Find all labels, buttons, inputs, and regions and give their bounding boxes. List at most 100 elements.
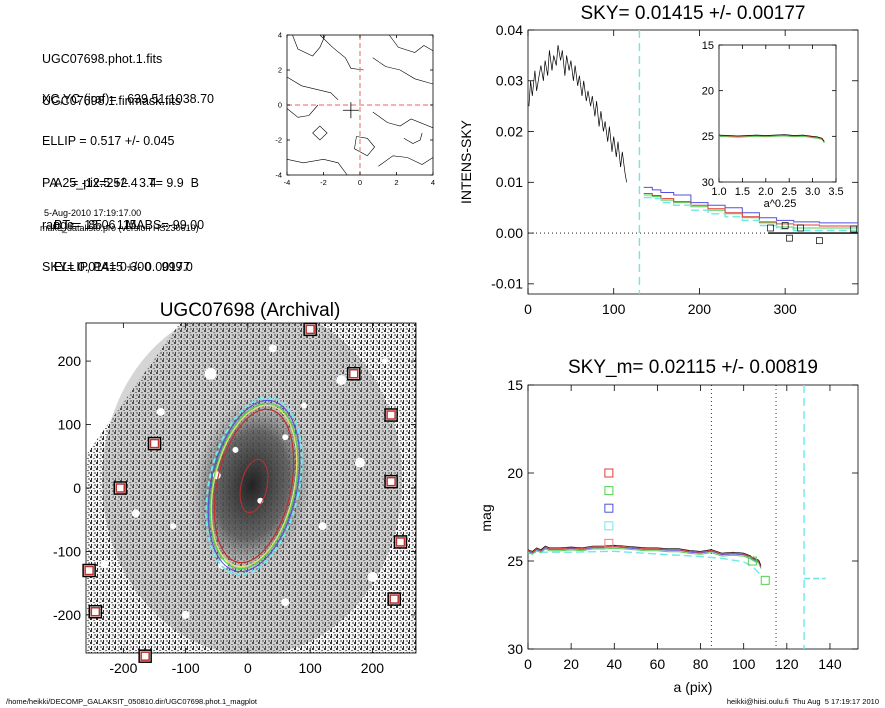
inset-xlabel: a^0.25 [764,198,797,210]
x-tick-label: 20 [563,656,579,672]
y-tick-label: 100 [58,416,82,432]
y-tick-label: -200 [53,607,81,623]
x-tick-label: 100 [732,656,756,672]
outer-profile-red [643,193,858,227]
footer-host: heikki@hiisi.oulu.fi Thu Aug 5 17:19:17 … [726,697,879,706]
results-block: A25_pix=252.4 T= 9.9 B BT= 13.06 MABS=-9… [54,148,204,288]
params-block: XC,YC (iraf)= 639.51,1038.70 ELLIP = 0.5… [42,64,214,288]
x-tick-label: 3.0 [805,186,820,198]
star-blob [100,560,109,569]
mask-square-inner [348,369,359,379]
sky-frame [527,29,859,295]
sky-square-marker [786,234,793,242]
mag-xlabel: a (pix) [674,679,713,695]
y-tick-label: 15 [507,377,523,393]
mask-square [346,367,361,381]
y-tick-label: 0 [278,101,282,110]
param-range: range= 85.- 115. [42,218,141,232]
y-tick-label: 200 [58,353,82,369]
contour-lines [286,34,434,176]
sky-profile-panel: SKY= 0.01415 +/- 0.00177 INTENS-SKY 0 100… [458,3,859,317]
mask-square-inner [395,537,406,547]
mask-square [393,535,408,549]
mask-square [82,563,96,578]
x-tick-label: 4 [431,178,435,187]
mag-ylabel: mag [478,504,494,531]
galaxy-image-panel: UGC07698 (Archival) -200 -100 0 100 200-200-… [53,300,417,676]
x-tick-label: 0 [358,178,362,187]
y-tick-label: 4 [278,31,282,40]
inset-frame [718,44,837,183]
image-axes: -200 -100 0 100 200 -200 -100 0 100 200 [53,323,416,676]
star-blob [367,571,378,582]
x-tick-label: 3.5 [828,186,843,198]
star-blob [381,358,388,365]
sky-square-marker [767,224,774,232]
y-tick-label: -4 [275,171,282,180]
sky-axes: 0 100 200 300 -0.01 0.00 0.01 0.02 0.03 0.04 [491,22,858,317]
inset-series [718,134,825,143]
contour-line [388,34,434,53]
inset-red-line [718,134,825,143]
x-tick-label: -200 [109,660,137,676]
image-blank-corner [86,323,180,455]
mask-square [147,436,162,451]
sky-title: SKY= 0.01415 +/- 0.00177 [580,3,805,24]
star-blob [181,610,190,619]
star-blob [281,598,290,607]
legend-square-cyan [604,521,614,531]
star-blob [170,523,177,530]
inset-black-line [718,134,825,142]
y-tick-label: 15 [702,40,714,52]
sky-square-marker [816,237,823,245]
mask-square-inner [386,476,396,487]
contour-line [354,136,375,157]
x-tick-label: 2 [394,178,398,187]
ellipse-green [209,402,299,570]
star-blob [268,344,277,353]
y-tick-label: 30 [507,641,523,657]
mask-square [387,592,401,606]
mask-square-inner [140,651,150,661]
star-blob [118,356,129,367]
y-tick-label: 0.00 [496,225,523,241]
contour-axes: -4 -2 0 2 4 -4 -2 0 2 4 [275,31,435,187]
inset-green-line [718,135,825,143]
x-tick-label: 40 [606,656,622,672]
contour-line [286,158,348,176]
y-tick-label: 25 [702,131,714,143]
star-blob [156,407,165,416]
param-ellip: ELLIP = 0.517 +/- 0.045 [42,134,175,148]
x-tick-label: 60 [650,656,666,672]
ellipse-red-inner [239,458,269,514]
isophote-ellipses [205,396,303,576]
mask-square-inner [305,324,315,335]
y-tick-label: -100 [53,543,81,559]
sky-series [528,30,858,294]
x-tick-label: -100 [172,660,200,676]
inner-profile-line [528,45,627,183]
sky-ylabel: INTENS-SKY [458,119,474,204]
mask-square [384,408,398,422]
mag-frame [527,384,859,650]
y-tick-label: 0.03 [496,73,523,89]
legend-square-green [604,486,614,496]
magnitude-panel: SKY_m= 0.02115 +/- 0.00819 mag a (pix) 0… [478,357,859,695]
x-tick-label: 200 [688,301,712,317]
y-tick-label: 20 [702,86,714,98]
contour-line [286,76,339,101]
contour-line [292,34,326,57]
date-stamp: 5-Aug-2010 17:19:17.00 [44,208,142,218]
star-blob [300,402,307,409]
x-tick-label: 200 [361,660,385,676]
legend-square-blue [604,503,614,513]
end-square [747,556,757,566]
footer-path: /home/heikki/DECOMP_GALAKSIT_050810.dir/… [6,697,257,706]
star-blob [131,509,140,518]
x-tick-label: 2.0 [758,186,773,198]
x-tick-label: 140 [818,656,842,672]
mask-square-inner [149,438,160,449]
param-sky: SKY= 0.01415 +/- 0.00177 [42,260,191,274]
mag-axes: 0 20 40 60 80 100 120 140 15 20 25 30 [507,377,858,672]
